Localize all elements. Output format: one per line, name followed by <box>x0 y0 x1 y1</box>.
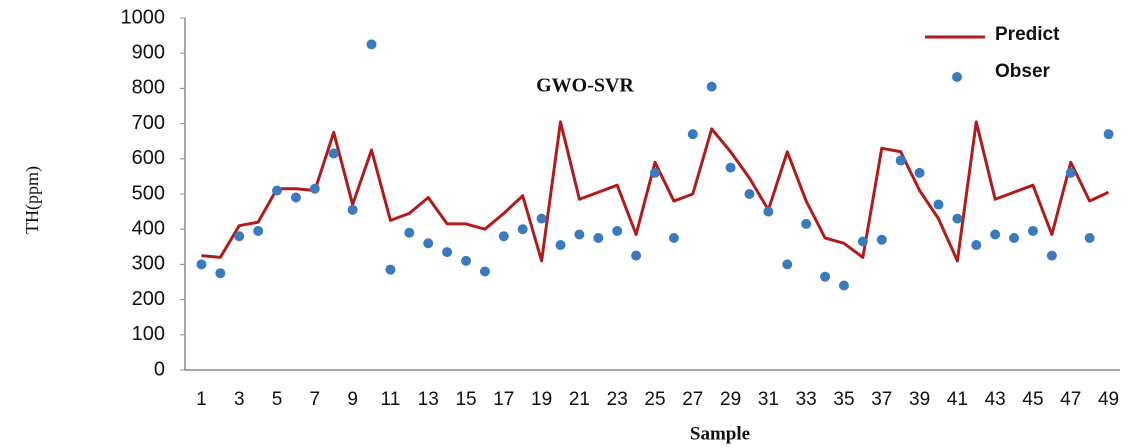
obser-point <box>782 259 793 270</box>
obser-point <box>442 247 453 258</box>
obser-point <box>272 185 283 196</box>
obser-point <box>1009 233 1020 243</box>
predict-line <box>201 120 1110 263</box>
x-tick-label: 37 <box>871 389 892 410</box>
x-tick-label: 33 <box>796 389 817 410</box>
obser-point <box>687 129 698 140</box>
obser-point <box>423 238 434 249</box>
obser-point <box>347 204 358 215</box>
legend-label: Obser <box>995 61 1051 82</box>
obser-point <box>631 250 642 261</box>
obser-point <box>215 268 226 279</box>
y-tick-label: 600 <box>132 147 165 169</box>
obser-point <box>461 255 472 266</box>
y-tick-label: 0 <box>154 358 165 380</box>
x-tick-label: 9 <box>347 389 358 410</box>
obser-point <box>668 233 679 243</box>
obser-point <box>820 271 831 282</box>
obser-point <box>498 231 509 242</box>
obser-point <box>650 167 660 178</box>
obser-point <box>196 259 207 270</box>
obser-point <box>801 218 812 229</box>
x-tick-label: 31 <box>758 389 779 410</box>
x-tick-label: 11 <box>381 389 401 410</box>
obser-point <box>290 192 301 203</box>
obser-point <box>895 155 906 166</box>
obser-point <box>328 148 339 159</box>
x-tick-label: 23 <box>607 389 628 410</box>
obser-point <box>857 236 868 247</box>
y-tick-label: 100 <box>132 323 165 345</box>
x-tick-label: 25 <box>644 389 665 410</box>
x-tick-label: 17 <box>493 389 514 410</box>
obser-point <box>933 199 944 210</box>
obser-point <box>555 240 566 251</box>
y-tick-label: 1000 <box>121 6 166 28</box>
obser-point <box>593 233 604 243</box>
obser-point <box>536 213 547 224</box>
obser-point <box>952 213 963 224</box>
obser-point <box>914 167 925 178</box>
obser-point <box>1046 250 1057 261</box>
x-tick-label: 41 <box>947 389 968 410</box>
legend-label: Predict <box>995 24 1060 45</box>
x-tick-label: 7 <box>310 389 321 410</box>
y-tick-label: 700 <box>132 112 165 134</box>
x-tick-label: 45 <box>1022 389 1043 410</box>
obser-point <box>612 225 623 236</box>
y-tick-label: 900 <box>132 41 165 63</box>
y-axis-label: TH(ppm) <box>22 166 43 234</box>
x-tick-label: 49 <box>1098 389 1119 410</box>
obser-point <box>479 266 490 277</box>
x-tick-label: 19 <box>531 389 552 410</box>
y-tick-label: 200 <box>132 288 165 310</box>
obser-point <box>744 189 755 199</box>
x-tick-label: 13 <box>418 389 439 410</box>
obser-point <box>404 227 415 238</box>
obser-point <box>234 231 245 242</box>
y-tick-label: 400 <box>132 217 165 239</box>
obser-point <box>385 264 396 275</box>
x-tick-label: 39 <box>909 389 930 410</box>
obser-point <box>1084 233 1095 243</box>
obser-point <box>725 162 736 173</box>
x-tick-label: 29 <box>720 389 741 410</box>
x-axis-label: Sample <box>690 423 750 444</box>
obser-point <box>876 234 887 245</box>
obser-point <box>574 229 585 240</box>
obser-point <box>309 183 320 194</box>
obser-point <box>1065 167 1076 178</box>
y-tick-label: 500 <box>132 182 165 204</box>
obser-point <box>1027 225 1038 236</box>
obser-point <box>763 206 774 217</box>
legend-marker <box>952 72 962 82</box>
obser-point <box>971 240 982 251</box>
x-tick-label: 27 <box>682 389 703 410</box>
x-tick-label: 1 <box>196 389 207 410</box>
obser-point <box>366 39 377 50</box>
obser-point <box>517 224 528 235</box>
x-tick-label: 35 <box>833 389 854 410</box>
x-tick-label: 5 <box>272 389 283 410</box>
x-tick-label: 21 <box>569 389 590 410</box>
chart-title: GWO-SVR <box>536 75 634 97</box>
x-tick-label: 47 <box>1060 389 1081 410</box>
x-tick-label: 43 <box>985 389 1006 410</box>
obser-point <box>706 81 717 92</box>
obser-point <box>990 229 1001 240</box>
y-tick-label: 300 <box>132 253 165 275</box>
y-tick-label: 800 <box>132 77 165 99</box>
x-tick-label: 15 <box>455 389 476 410</box>
obser-point <box>253 225 264 236</box>
x-tick-label: 3 <box>234 389 245 410</box>
obser-point <box>1103 129 1114 140</box>
obser-point <box>838 280 849 291</box>
